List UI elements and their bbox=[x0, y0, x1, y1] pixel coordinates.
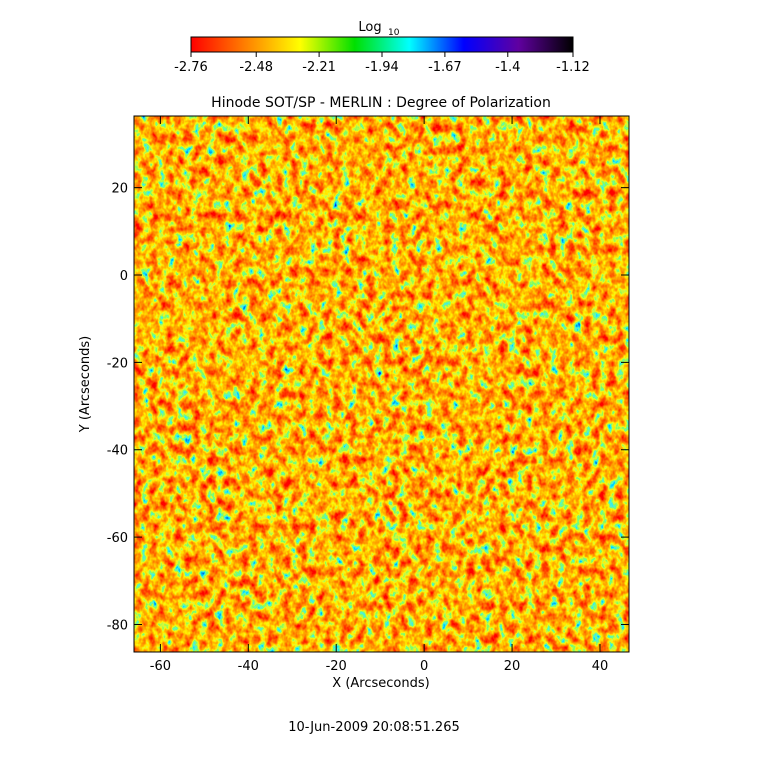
colorbar bbox=[190, 36, 574, 53]
colorbar-tick-label: -1.4 bbox=[495, 60, 520, 75]
y-axis-label: Y (Arcseconds) bbox=[78, 336, 93, 433]
x-axis-label: X (Arcseconds) bbox=[332, 676, 429, 691]
y-tick-label: 0 bbox=[120, 269, 128, 284]
colorbar-label-sub: 10 bbox=[388, 28, 400, 38]
timestamp: 10-Jun-2009 20:08:51.265 bbox=[288, 720, 460, 735]
x-tick-label: 0 bbox=[420, 659, 428, 674]
y-tick-label: -80 bbox=[107, 618, 128, 633]
x-tick-label: -40 bbox=[238, 659, 259, 674]
y-tick-label: -20 bbox=[107, 356, 128, 371]
x-tick-label: 40 bbox=[592, 659, 609, 674]
colorbar-tick-label: -2.48 bbox=[239, 60, 273, 75]
y-tick-label: -40 bbox=[107, 444, 128, 459]
x-tick-label: 20 bbox=[504, 659, 521, 674]
colorbar-tick-label: -2.76 bbox=[174, 60, 208, 75]
y-tick-label: -60 bbox=[107, 531, 128, 546]
x-tick-label: -60 bbox=[150, 659, 171, 674]
image bbox=[134, 116, 629, 652]
x-tick-label: -20 bbox=[326, 659, 347, 674]
plot-frame bbox=[133, 115, 630, 653]
colorbar-tick-label: -1.12 bbox=[556, 60, 590, 75]
colorbar-tick-label: -2.21 bbox=[302, 60, 336, 75]
colorbar-tick-label: -1.67 bbox=[428, 60, 462, 75]
colorbar-tick-label: -1.94 bbox=[365, 60, 399, 75]
chart-title: Hinode SOT/SP - MERLIN : Degree of Polar… bbox=[211, 95, 551, 111]
y-tick-label: 20 bbox=[111, 182, 128, 197]
colorbar-label: Log bbox=[358, 20, 381, 35]
